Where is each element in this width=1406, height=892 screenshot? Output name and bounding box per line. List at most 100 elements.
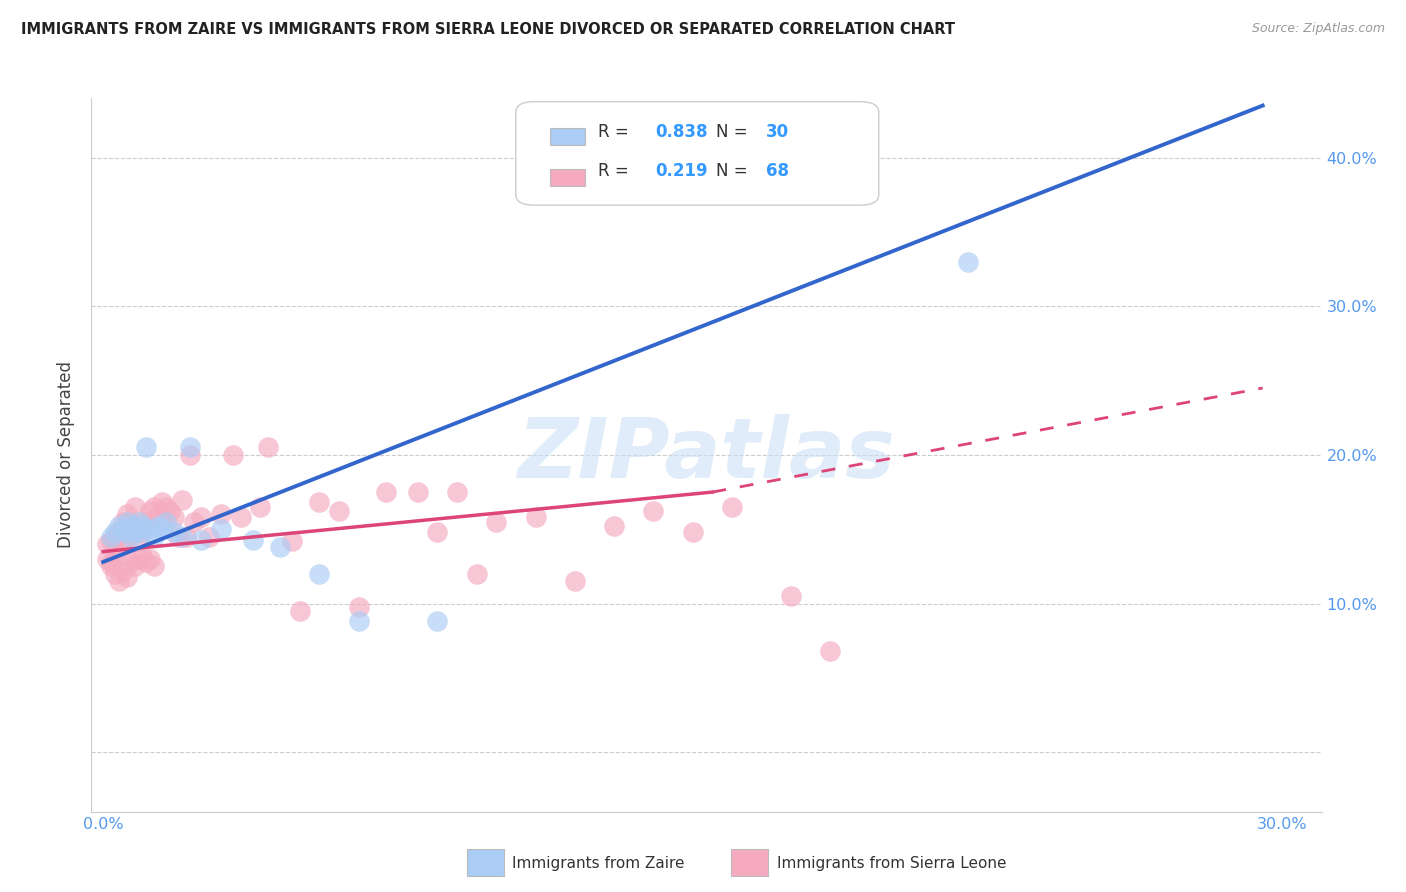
Text: N =: N = bbox=[716, 162, 754, 180]
Point bbox=[222, 448, 245, 462]
Point bbox=[143, 530, 166, 544]
Point bbox=[150, 495, 173, 509]
Point bbox=[96, 552, 118, 566]
Point bbox=[347, 599, 370, 614]
Point bbox=[190, 510, 212, 524]
Point bbox=[120, 519, 142, 533]
Point bbox=[155, 500, 177, 514]
Point bbox=[956, 254, 979, 268]
Point bbox=[135, 441, 157, 455]
Point bbox=[603, 519, 626, 533]
Point bbox=[643, 504, 665, 518]
Point bbox=[124, 500, 146, 514]
Point bbox=[820, 644, 842, 658]
Point bbox=[120, 530, 142, 544]
Point bbox=[128, 534, 150, 549]
Point bbox=[328, 504, 350, 518]
Point bbox=[139, 522, 162, 536]
Point bbox=[163, 525, 186, 540]
Point bbox=[209, 508, 232, 522]
Point bbox=[104, 566, 127, 581]
Point bbox=[249, 500, 271, 514]
Point bbox=[148, 510, 170, 524]
Point bbox=[139, 552, 162, 566]
Point bbox=[170, 530, 193, 544]
Point bbox=[96, 537, 118, 551]
Point bbox=[115, 570, 138, 584]
Point bbox=[269, 540, 291, 554]
Text: N =: N = bbox=[716, 123, 754, 141]
Point bbox=[682, 525, 704, 540]
Point bbox=[115, 525, 138, 540]
Text: R =: R = bbox=[599, 162, 634, 180]
Point bbox=[111, 537, 134, 551]
Point bbox=[179, 448, 201, 462]
Point bbox=[170, 492, 193, 507]
Point bbox=[128, 515, 150, 529]
Point bbox=[465, 566, 488, 581]
Point bbox=[108, 574, 131, 589]
Point bbox=[524, 510, 547, 524]
Point bbox=[721, 500, 744, 514]
FancyBboxPatch shape bbox=[516, 102, 879, 205]
Point bbox=[115, 530, 138, 544]
Point bbox=[120, 555, 142, 569]
Point bbox=[242, 533, 264, 547]
Point bbox=[257, 441, 280, 455]
Point bbox=[209, 522, 232, 536]
Point bbox=[308, 495, 330, 509]
Point bbox=[120, 525, 142, 540]
Point bbox=[100, 555, 122, 569]
Point bbox=[124, 519, 146, 533]
Point bbox=[485, 515, 508, 529]
Point bbox=[163, 510, 186, 524]
Point bbox=[124, 525, 146, 540]
Point bbox=[128, 552, 150, 566]
Point bbox=[155, 515, 177, 529]
Point bbox=[131, 519, 153, 533]
Y-axis label: Divorced or Separated: Divorced or Separated bbox=[58, 361, 76, 549]
Point bbox=[111, 564, 134, 578]
Point bbox=[135, 555, 157, 569]
Point bbox=[426, 525, 449, 540]
Text: IMMIGRANTS FROM ZAIRE VS IMMIGRANTS FROM SIERRA LEONE DIVORCED OR SEPARATED CORR: IMMIGRANTS FROM ZAIRE VS IMMIGRANTS FROM… bbox=[21, 22, 955, 37]
Text: ZIPatlas: ZIPatlas bbox=[517, 415, 896, 495]
Point bbox=[174, 530, 197, 544]
Point bbox=[308, 566, 330, 581]
Point bbox=[139, 504, 162, 518]
Point bbox=[143, 500, 166, 514]
Point bbox=[115, 508, 138, 522]
Text: 30: 30 bbox=[765, 123, 789, 141]
Point bbox=[111, 515, 134, 529]
Point bbox=[281, 534, 304, 549]
FancyBboxPatch shape bbox=[550, 128, 585, 145]
Point bbox=[124, 522, 146, 536]
Point bbox=[111, 522, 134, 536]
Point bbox=[108, 549, 131, 563]
Point bbox=[564, 574, 586, 589]
Point bbox=[124, 559, 146, 574]
Point bbox=[406, 485, 429, 500]
Point bbox=[347, 615, 370, 629]
Point bbox=[108, 525, 131, 540]
Point bbox=[104, 530, 127, 544]
Point bbox=[179, 441, 201, 455]
Text: Source: ZipAtlas.com: Source: ZipAtlas.com bbox=[1251, 22, 1385, 36]
Point bbox=[198, 530, 221, 544]
Point bbox=[143, 559, 166, 574]
Point bbox=[780, 589, 803, 603]
Point bbox=[135, 515, 157, 529]
Point bbox=[150, 522, 173, 536]
FancyBboxPatch shape bbox=[731, 849, 768, 876]
Point bbox=[288, 604, 311, 618]
Point bbox=[100, 559, 122, 574]
Point bbox=[104, 544, 127, 558]
Point bbox=[100, 530, 122, 544]
Point bbox=[131, 525, 153, 540]
Text: Immigrants from Zaire: Immigrants from Zaire bbox=[512, 855, 685, 871]
Point bbox=[167, 530, 190, 544]
Point bbox=[229, 510, 252, 524]
Point bbox=[190, 533, 212, 547]
Point bbox=[426, 615, 449, 629]
Text: 0.838: 0.838 bbox=[655, 123, 707, 141]
